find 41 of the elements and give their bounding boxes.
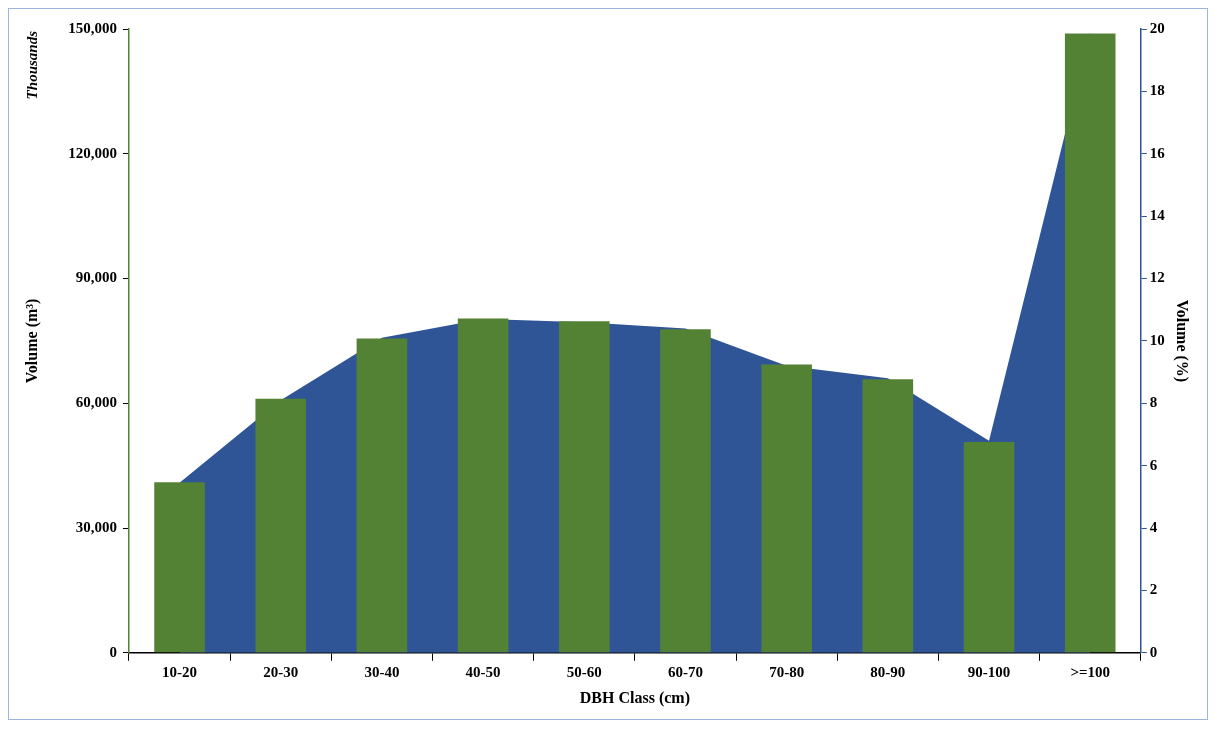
y-tick-label: 30,000 [75, 518, 117, 535]
bar [154, 482, 205, 653]
y2-axis-title: Volume (%) [1173, 299, 1192, 383]
x-tick-label: 70-80 [769, 663, 805, 680]
y2-tick-label: 0 [1149, 643, 1158, 660]
x-tick-label: 50-60 [566, 663, 602, 680]
y-tick-label: 120,000 [68, 144, 117, 161]
x-tick-label: 60-70 [667, 663, 703, 680]
y2-tick-label: 2 [1149, 581, 1158, 598]
x-tick-label: 10-20 [162, 663, 198, 680]
bar [862, 379, 914, 653]
x-axis-title: DBH Class (cm) [579, 688, 690, 707]
y2-tick-label: 8 [1149, 394, 1158, 411]
y-tick-label: 0 [109, 643, 117, 660]
x-tick-label: 80-90 [870, 663, 906, 680]
y2-tick-label: 20 [1149, 19, 1165, 36]
y-tick-label: 90,000 [75, 269, 117, 286]
bar [660, 329, 711, 653]
bar [963, 441, 1015, 653]
x-tick-label: 40-50 [465, 663, 501, 680]
x-tick-label: 30-40 [364, 663, 400, 680]
bar [255, 398, 307, 653]
y-tick-label: 150,000 [68, 19, 117, 36]
x-tick-label: >=100 [1070, 663, 1111, 680]
y2-tick-label: 6 [1149, 456, 1158, 473]
y2-tick-label: 4 [1149, 518, 1158, 535]
y2-tick-label: 12 [1149, 269, 1165, 286]
y-axis-title: Volume (m³) [22, 298, 41, 384]
x-tick-label: 20-30 [263, 663, 299, 680]
y2-tick-label: 14 [1149, 207, 1166, 224]
y2-tick-label: 16 [1149, 144, 1166, 161]
x-tick-label: 90-100 [967, 663, 1011, 680]
text: Thousands [23, 30, 40, 100]
bar [761, 364, 812, 653]
bar [457, 318, 509, 653]
bar [356, 338, 408, 653]
y-tick-label: 60,000 [75, 394, 117, 411]
bar [558, 321, 610, 653]
bar [1064, 33, 1116, 653]
y2-tick-label: 10 [1149, 331, 1165, 348]
y2-tick-label: 18 [1149, 82, 1165, 99]
